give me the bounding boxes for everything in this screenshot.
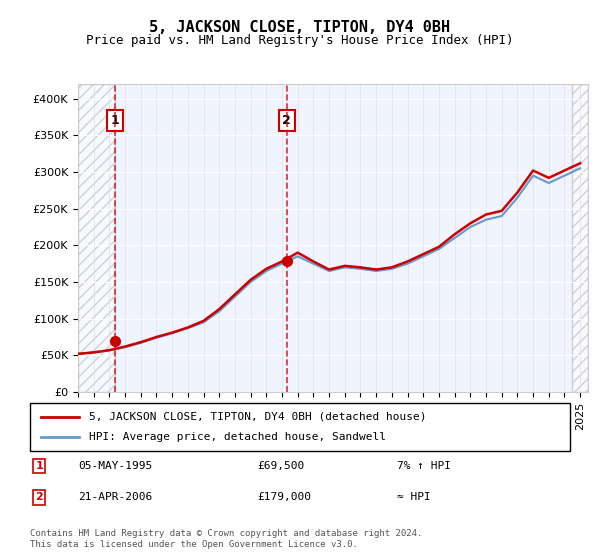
Bar (572, 84, 588, 392)
Text: 2: 2 (35, 492, 43, 502)
Text: 5, JACKSON CLOSE, TIPTON, DY4 0BH: 5, JACKSON CLOSE, TIPTON, DY4 0BH (149, 20, 451, 35)
Text: £179,000: £179,000 (257, 492, 311, 502)
Bar (78, 84, 115, 392)
Text: 1: 1 (35, 461, 43, 471)
Text: HPI: Average price, detached house, Sandwell: HPI: Average price, detached house, Sand… (89, 432, 386, 442)
Text: 5, JACKSON CLOSE, TIPTON, DY4 0BH (detached house): 5, JACKSON CLOSE, TIPTON, DY4 0BH (detac… (89, 412, 427, 422)
Text: 21-APR-2006: 21-APR-2006 (79, 492, 153, 502)
Text: Price paid vs. HM Land Registry's House Price Index (HPI): Price paid vs. HM Land Registry's House … (86, 34, 514, 46)
Text: Contains HM Land Registry data © Crown copyright and database right 2024.
This d: Contains HM Land Registry data © Crown c… (30, 529, 422, 549)
Text: £69,500: £69,500 (257, 461, 304, 471)
FancyBboxPatch shape (30, 403, 570, 451)
Text: 2: 2 (283, 114, 291, 127)
Text: 05-MAY-1995: 05-MAY-1995 (79, 461, 153, 471)
Text: 1: 1 (110, 114, 119, 127)
Text: ≈ HPI: ≈ HPI (397, 492, 431, 502)
Text: 7% ↑ HPI: 7% ↑ HPI (397, 461, 451, 471)
